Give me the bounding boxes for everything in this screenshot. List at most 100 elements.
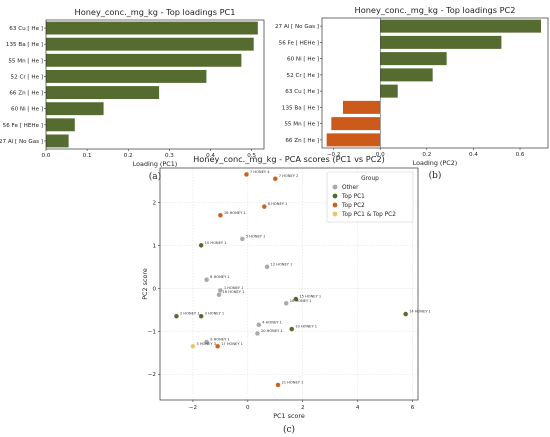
chart-title: Honey_conc._mg_kg - Top loadings PC2 [355,5,516,15]
category-tick-label: 52 Cr [ He ] [11,74,43,80]
point-label: 12 HONEY 1 [271,262,293,266]
plot-frame [45,19,265,150]
bar [326,133,381,147]
data-point [289,326,295,332]
x-axis-label: Loading (PC1) [133,160,178,168]
bar [46,134,69,148]
x-tick-label: 0.5 [247,153,256,159]
x-tick-label: 4 [356,405,360,411]
bar [46,118,75,132]
panel-label: (b) [429,170,442,181]
data-point [239,236,245,242]
y-tick-label: −2 [148,372,156,378]
data-point [173,313,180,319]
bar [46,86,160,100]
point-label: 3 HONEY 1 [205,312,225,316]
bar-panel-b: 27 Al [ No Gas ] 56 Fe [ HEHe ] 60 Ni [ He… [275,5,549,181]
bar [380,35,502,49]
x-tick-label: 2 [301,405,305,411]
chart-title: Honey_conc._mg_kg - PCA scores (PC1 vs P… [193,154,385,164]
bar [380,84,398,98]
data-point [198,242,204,248]
data-point [272,176,278,182]
x-tick-label: −0.2 [327,152,341,158]
bar [380,19,542,33]
point-label: 20 HONEY 1 [261,329,283,333]
x-tick-label: 6 [411,405,415,411]
category-tick-label: 55 Mn [ He ] [8,58,43,64]
point-label: 7 HONEY 2 [279,174,299,178]
x-tick-label: 0.6 [516,152,525,158]
legend-frame [326,171,414,223]
legend-entry-label: Top PC1 [341,194,365,200]
scatter-panel: 7 HONEY 4 7 HONEY 2 6 HONEY 1 16 HONEY 1 5 H… [141,154,431,435]
point-label: 10 HONEY 1 [205,241,227,245]
chart-title: Honey_conc._mg_kg - Top loadings PC1 [75,7,236,17]
y-axis-label: PC2 score [141,268,149,300]
data-point [283,300,289,306]
point-label: 17 HONEY 1 [221,342,243,346]
y-tick-label: 2 [152,200,156,206]
x-tick-label: 0.4 [469,152,478,158]
x-tick-label: 0.2 [422,152,431,158]
legend-marker [332,193,338,199]
legend-entry-label: Top PC2 [341,203,365,209]
x-tick-label: 0.0 [376,152,385,158]
category-tick-label: 60 Ni [ He ] [287,57,319,63]
data-point [198,313,204,319]
data-point [256,322,262,328]
category-tick-label: 56 Fe [ HEHe ] [279,40,319,46]
data-point [261,204,267,210]
point-label: 3 HONEY 3 [196,342,216,346]
legend-title: Group [361,176,379,182]
point-label: 16 HONEY 1 [290,299,312,303]
data-point [275,382,281,388]
legend-marker [332,184,338,190]
bar-panel-a: 63 Cu [ He ] 135 Ba [ He ] 55 Mn [ He ] 52 … [0,7,265,182]
plot-frame [321,17,549,149]
x-axis-label: PC1 score [273,412,305,420]
bar [46,102,104,116]
point-label: 4 HONEY 1 [262,320,282,324]
data-point [216,292,222,298]
point-label: 6 HONEY 1 [268,202,288,206]
bar [342,100,381,114]
point-label: 7 HONEY 4 [250,170,270,174]
category-tick-label: 27 Al [ No Gas ] [275,24,319,30]
bar [46,21,258,35]
data-point [264,264,270,270]
x-tick-label: 0.2 [124,153,133,159]
point-label: 21 HONEY 1 [282,380,304,384]
category-tick-label: 135 Ba [ He ] [6,42,43,48]
plot-frame [159,167,419,401]
y-tick-label: −1 [148,329,157,335]
category-tick-label: 63 Cu [ He ] [285,89,319,95]
category-tick-label: 27 Al [ No Gas ] [0,139,43,145]
point-label: 9 HONEY 1 [210,338,230,342]
x-tick-label: 0.0 [42,153,51,159]
data-point [217,212,223,218]
category-tick-label: 55 Mn [ He ] [284,122,319,128]
bar [46,69,207,83]
point-label: 16 HONEY 1 [224,211,246,215]
x-tick-label: 0.4 [206,153,215,159]
y-tick-label: 1 [152,243,156,249]
category-tick-label: 135 Ba [ He ] [282,105,319,111]
x-tick-label: 0 [246,405,250,411]
panel-label: (a) [149,171,161,182]
point-label: 1 HONEY 1 [224,286,244,290]
data-point [293,296,299,302]
legend-entry-label: Top PC1 & Top PC2 [341,212,396,218]
legend-entry-label: Other [342,185,359,191]
point-label: 2 HONEY 1 [180,312,200,316]
data-point [190,343,196,349]
x-tick-label: 0.1 [83,153,92,159]
y-tick-label: 0 [152,286,156,292]
panel-label: (c) [283,424,295,435]
bar [46,37,254,51]
category-tick-label: 63 Cu [ He ] [9,26,43,32]
legend-marker [332,202,338,208]
data-point [243,171,250,177]
data-point [204,339,210,345]
